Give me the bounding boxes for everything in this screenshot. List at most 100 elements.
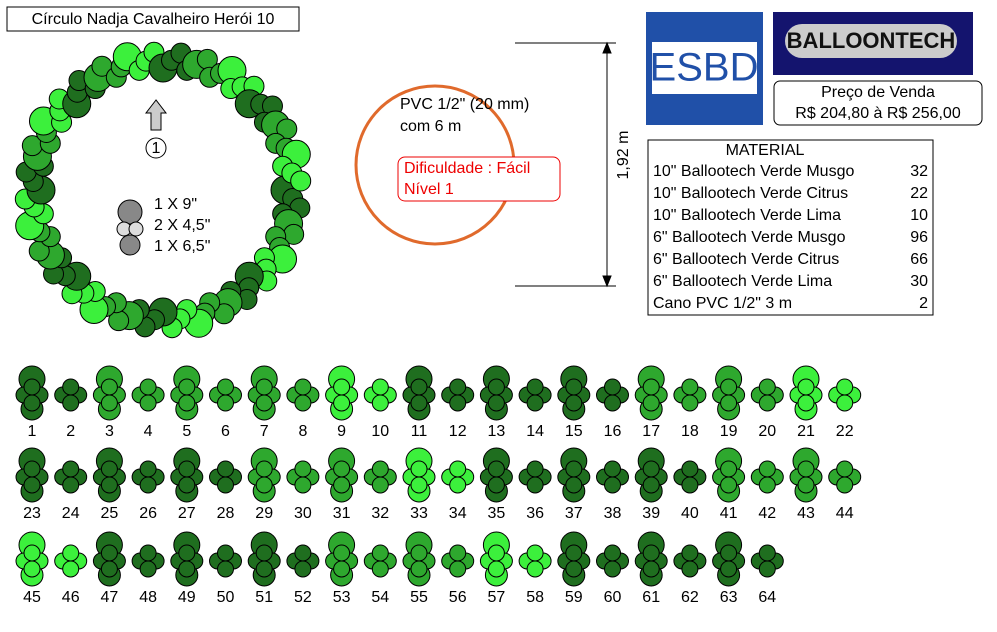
balloon-45 [100, 378, 118, 396]
price-box [773, 80, 983, 126]
cluster-number: 5 [182, 423, 191, 440]
balloon-45 [333, 394, 351, 412]
cluster [596, 544, 629, 578]
balloon-45 [255, 476, 273, 494]
cluster [596, 460, 629, 494]
cluster [170, 447, 204, 503]
balloon-45 [487, 460, 505, 478]
cluster-number: 57 [488, 589, 506, 606]
balloon-45 [642, 544, 660, 562]
cluster-number: 42 [758, 505, 776, 522]
material-item: 10" Ballootech Verde Musgo [653, 163, 854, 180]
cluster [131, 460, 165, 494]
material-item: Cano PVC 1/2" 3 m [653, 295, 792, 312]
ring-balloon [290, 170, 312, 192]
cluster [54, 378, 88, 412]
balloon-45 [797, 394, 815, 412]
balloon-45 [565, 560, 583, 578]
cluster-number: 31 [333, 505, 351, 522]
material-qty: 10 [910, 207, 928, 224]
balloon-45 [294, 560, 312, 578]
cluster [518, 544, 552, 578]
cluster [170, 531, 204, 587]
cluster-number: 30 [294, 505, 312, 522]
balloon-45 [410, 560, 428, 578]
esbd-text: ESBD [650, 46, 759, 90]
balloon-45 [294, 378, 312, 396]
cluster-number: 62 [681, 589, 699, 606]
balloon-45 [255, 394, 273, 412]
cluster-number: 11 [411, 423, 428, 440]
balloon-45 [758, 378, 776, 396]
cluster [402, 447, 436, 503]
cluster-number: 40 [681, 505, 699, 522]
cluster [479, 531, 513, 587]
balloontech-text: BALLOONTECH [787, 28, 956, 53]
cluster-number: 14 [526, 423, 544, 440]
balloon-45 [23, 560, 41, 578]
balloon-45 [178, 544, 196, 562]
cluster [441, 544, 475, 578]
pvc-text: PVC 1/2" (20 mm) [400, 96, 529, 113]
title: Círculo Nadja Cavalheiro Herói 10 [32, 11, 275, 28]
difficulty: Dificuldade : Fácil [404, 160, 530, 177]
balloon-45 [797, 476, 815, 494]
balloon-45 [139, 476, 157, 494]
balloon-45 [371, 460, 389, 478]
cluster [634, 447, 668, 503]
balloon-45 [100, 544, 118, 562]
balloon-45 [681, 560, 699, 578]
dimension: 1,92 m [615, 131, 632, 180]
balloon-45 [100, 476, 118, 494]
cluster [209, 378, 242, 412]
cluster-number: 44 [836, 505, 854, 522]
ring [14, 41, 312, 339]
cluster [325, 447, 359, 503]
balloon-45 [526, 460, 544, 478]
balloon-45 [449, 460, 467, 478]
cluster [92, 447, 126, 503]
cluster-number: 19 [720, 423, 738, 440]
cluster [92, 531, 126, 587]
balloon-45 [604, 394, 621, 412]
cluster-number: 12 [449, 423, 467, 440]
cluster [828, 378, 862, 412]
balloon-45 [410, 544, 428, 562]
cluster [750, 544, 784, 578]
cluster-number: 49 [178, 589, 196, 606]
cluster [518, 460, 552, 494]
cluster-number: 61 [642, 589, 660, 606]
cluster [673, 460, 707, 494]
cluster [131, 544, 165, 578]
cluster-number: 43 [797, 505, 815, 522]
balloon-45 [758, 544, 776, 562]
balloon-45 [681, 544, 699, 562]
cluster-number: 56 [449, 589, 467, 606]
balloon-45 [23, 460, 41, 478]
cluster [750, 460, 784, 494]
cluster [402, 531, 436, 587]
balloon-45 [604, 544, 621, 562]
cluster-number: 50 [217, 589, 235, 606]
cluster-number: 6 [221, 423, 230, 440]
cluster [363, 544, 397, 578]
balloon-45 [178, 394, 196, 412]
balloon-45 [217, 378, 234, 396]
balloon-45 [139, 460, 157, 478]
cluster-number: 37 [565, 505, 583, 522]
cluster-number: 3 [105, 423, 114, 440]
balloon-45 [178, 378, 196, 396]
cluster-number: 38 [604, 505, 622, 522]
cluster [634, 365, 668, 421]
cluster-number: 15 [565, 423, 583, 440]
balloon-45 [526, 544, 544, 562]
balloon-45 [178, 560, 196, 578]
cluster [286, 460, 320, 494]
cluster [363, 378, 397, 412]
cluster-number: 7 [260, 423, 269, 440]
balloon-45 [139, 560, 157, 578]
cluster-number: 41 [720, 505, 738, 522]
cluster [634, 531, 668, 587]
cluster [789, 365, 823, 421]
cluster [557, 531, 591, 587]
